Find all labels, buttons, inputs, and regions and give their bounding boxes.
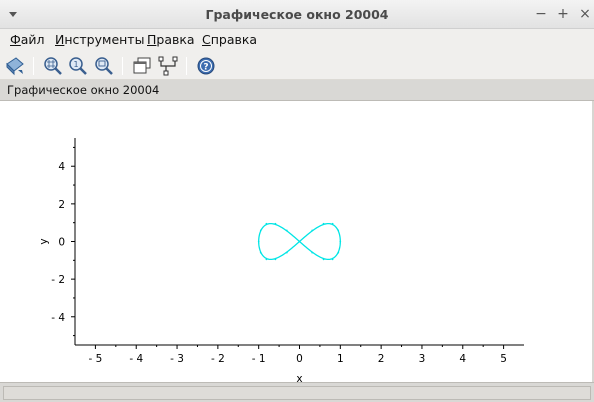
series-point <box>265 222 268 225</box>
x-tick-label: - 5 <box>89 353 103 365</box>
svg-text:1: 1 <box>73 60 78 69</box>
series-point <box>322 222 325 225</box>
series-point <box>322 258 325 261</box>
menu-bar: Файл Инструменты Правка Справка <box>0 29 594 51</box>
y-tick-label: - 2 <box>51 274 65 286</box>
figure-info-bar: Графическое окно 20004 <box>0 80 594 101</box>
x-tick-label: 4 <box>459 353 466 365</box>
series-point <box>337 229 340 232</box>
menu-tools-mnemonic: И <box>55 32 65 47</box>
x-tick-label: - 2 <box>211 353 225 365</box>
window-menu-icon[interactable] <box>8 9 18 19</box>
menu-file-mnemonic: Ф <box>10 32 21 47</box>
plot-svg[interactable]: - 5 - 4 - 3 - 2 - 1 0 1 2 3 4 5 - 4 - 2 0 2 4 y x <box>0 101 594 382</box>
series-point <box>274 222 277 225</box>
series-point <box>257 240 260 243</box>
series-point <box>298 240 301 243</box>
series-point <box>337 251 340 254</box>
menu-help-mnemonic: С <box>202 32 211 47</box>
x-tick-label: 0 <box>296 353 303 365</box>
series-point <box>339 240 342 243</box>
menu-edit-mnemonic: П <box>147 32 157 47</box>
x-tick-label: - 4 <box>129 353 143 365</box>
datatip-icon[interactable] <box>157 55 179 77</box>
zoom-region-icon[interactable] <box>93 55 115 77</box>
rotate-icon[interactable] <box>4 55 26 77</box>
menu-help-label: правка <box>210 32 258 47</box>
menu-file-label: айл <box>20 32 45 47</box>
series-point <box>331 258 334 261</box>
x-tick-label: - 3 <box>170 353 184 365</box>
plot-canvas[interactable]: - 5 - 4 - 3 - 2 - 1 0 1 2 3 4 5 - 4 - 2 0 2 4 y x <box>0 101 594 382</box>
series-point <box>311 251 313 254</box>
maximize-button[interactable]: + <box>557 6 569 22</box>
x-tick-label: 3 <box>419 353 426 365</box>
series-point <box>286 229 288 232</box>
y-axis-label: y <box>38 238 50 244</box>
y-tick-label: 4 <box>58 161 65 173</box>
series-point <box>286 251 288 254</box>
window-right-edge <box>592 101 594 382</box>
status-field <box>3 386 591 400</box>
series-point <box>331 222 334 225</box>
toolbar-separator <box>33 57 34 75</box>
windows-icon[interactable] <box>131 55 153 77</box>
zoom-grid-icon[interactable] <box>42 55 64 77</box>
menu-file[interactable]: Файл <box>10 32 45 47</box>
status-bar <box>0 382 594 402</box>
x-tick-label: 5 <box>500 353 507 365</box>
menu-edit-label: равка <box>156 32 195 47</box>
x-axis-label: x <box>296 373 302 382</box>
series-point <box>311 229 313 232</box>
menu-edit[interactable]: Правка <box>147 32 195 47</box>
series-point <box>259 251 262 254</box>
menu-tools-label: нструменты <box>64 32 145 47</box>
menu-tools[interactable]: Инструменты <box>55 32 144 47</box>
close-button[interactable]: × <box>579 6 591 22</box>
minimize-button[interactable]: − <box>535 6 547 22</box>
figure-info-text: Графическое окно 20004 <box>7 83 160 97</box>
y-tick-label: - 4 <box>51 312 65 324</box>
series-point <box>259 229 262 232</box>
y-tick-label: 2 <box>58 199 65 211</box>
zoom-in-icon[interactable]: 1 <box>67 55 89 77</box>
toolbar-separator <box>122 57 123 75</box>
help-icon[interactable]: ? <box>195 55 217 77</box>
x-tick-label: 2 <box>378 353 385 365</box>
x-tick-label: 1 <box>337 353 344 365</box>
toolbar-separator <box>186 57 187 75</box>
series-point <box>274 258 277 261</box>
y-tick-label: 0 <box>58 237 65 249</box>
toolbar: 1 ? <box>0 51 594 80</box>
window-title: Графическое окно 20004 <box>205 7 389 22</box>
x-tick-label: - 1 <box>252 353 266 365</box>
svg-text:?: ? <box>203 63 208 73</box>
series-point <box>265 258 268 261</box>
window-titlebar: Графическое окно 20004 − + × <box>0 0 594 29</box>
menu-help[interactable]: Справка <box>202 32 257 47</box>
